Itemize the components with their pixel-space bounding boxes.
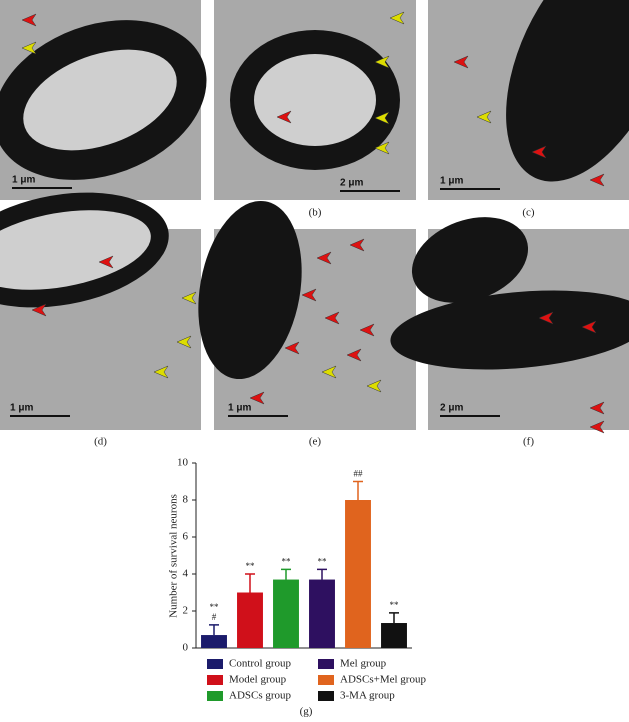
arrow-marker xyxy=(21,41,37,55)
myelin-sheath xyxy=(198,200,302,380)
micrograph: 2 μm xyxy=(214,0,416,200)
scale-bar-label: 1 μm xyxy=(440,176,463,187)
arrow-marker xyxy=(349,238,365,252)
arrow-marker xyxy=(301,288,317,302)
arrow-marker xyxy=(538,311,554,325)
significance-mark: ** xyxy=(318,556,328,566)
arrow-marker xyxy=(284,341,300,355)
micrograph: 1 μm xyxy=(0,0,207,200)
panel-label: (b) xyxy=(309,207,322,219)
legend-label: ADSCs+Mel group xyxy=(340,674,426,686)
arrow-marker xyxy=(453,55,469,69)
bar xyxy=(273,579,299,648)
significance-mark: ** xyxy=(210,602,220,612)
error-bar xyxy=(389,612,399,624)
scale-bar-label: 1 μm xyxy=(228,403,251,414)
arrow-marker xyxy=(531,145,547,159)
micrograph: 1 μm xyxy=(198,200,416,430)
y-axis-label: Number of survival neurons xyxy=(168,494,180,618)
y-tick-label: 6 xyxy=(183,531,189,543)
scale-bar-label: 1 μm xyxy=(10,403,33,414)
significance-mark: ** xyxy=(282,556,292,566)
legend-swatch xyxy=(318,659,334,669)
y-tick-label: 0 xyxy=(183,642,189,654)
scale-bar-label: 2 μm xyxy=(340,178,363,189)
error-bar xyxy=(317,568,327,580)
error-bar xyxy=(281,568,291,580)
legend-label: Mel group xyxy=(340,658,387,670)
myelin-sheath xyxy=(390,290,629,370)
arrow-marker xyxy=(181,291,197,305)
arrow-marker xyxy=(589,401,605,415)
axon xyxy=(23,49,177,151)
arrow-marker xyxy=(324,311,340,325)
micrograph: 2 μm xyxy=(390,217,629,434)
micrograph: 1 μm xyxy=(0,192,201,430)
arrow-marker xyxy=(589,420,605,434)
y-tick-label: 10 xyxy=(177,457,189,469)
arrow-marker xyxy=(359,323,375,337)
panel-label: (d) xyxy=(94,436,107,448)
error-bar xyxy=(209,624,219,636)
y-tick-label: 8 xyxy=(183,494,189,506)
arrow-marker xyxy=(249,391,265,405)
arrow-marker xyxy=(374,111,390,125)
y-tick-label: 4 xyxy=(183,568,189,580)
bar xyxy=(381,623,407,648)
legend-label: Control group xyxy=(229,658,292,670)
arrow-marker xyxy=(276,110,292,124)
arrow-marker xyxy=(316,251,332,265)
legend-swatch xyxy=(207,659,223,669)
panel-label: (f) xyxy=(523,436,534,448)
legend-label: Model group xyxy=(229,674,287,686)
arrow-marker xyxy=(31,303,47,317)
arrow-marker xyxy=(476,110,492,124)
arrow-marker xyxy=(374,55,390,69)
y-tick-label: 2 xyxy=(183,605,189,617)
significance-mark: ** xyxy=(390,600,400,610)
legend-swatch xyxy=(318,691,334,701)
arrow-marker xyxy=(589,173,605,187)
panel-label: (c) xyxy=(522,207,535,219)
myelin-sheath xyxy=(411,217,529,303)
arrow-marker xyxy=(98,255,114,269)
legend-swatch xyxy=(207,675,223,685)
myelin-sheath xyxy=(506,0,629,182)
arrow-marker xyxy=(366,379,382,393)
axon xyxy=(254,54,376,146)
bar xyxy=(309,579,335,648)
significance-mark: ## xyxy=(354,469,364,479)
arrow-marker xyxy=(374,141,390,155)
panel-label: (e) xyxy=(309,436,322,448)
significance-mark: ** xyxy=(246,561,256,571)
arrow-marker xyxy=(21,13,37,27)
bar xyxy=(345,500,371,648)
axon xyxy=(0,210,151,290)
bar xyxy=(201,635,227,648)
legend-swatch xyxy=(318,675,334,685)
arrow-marker xyxy=(153,365,169,379)
scale-bar-label: 1 μm xyxy=(12,175,35,186)
legend-label: ADSCs group xyxy=(229,690,292,702)
arrow-marker xyxy=(346,348,362,362)
significance-mark: # xyxy=(212,612,217,622)
error-bar xyxy=(353,480,363,500)
arrow-marker xyxy=(321,365,337,379)
chart-label: (g) xyxy=(300,706,313,718)
legend-label: 3-MA group xyxy=(340,690,395,702)
arrow-marker xyxy=(389,11,405,25)
scale-bar-label: 2 μm xyxy=(440,403,463,414)
legend-swatch xyxy=(207,691,223,701)
bar xyxy=(237,592,263,648)
arrow-marker xyxy=(581,320,597,334)
arrow-marker xyxy=(176,335,192,349)
micrograph: 1 μm xyxy=(428,0,629,200)
error-bar xyxy=(245,573,255,593)
